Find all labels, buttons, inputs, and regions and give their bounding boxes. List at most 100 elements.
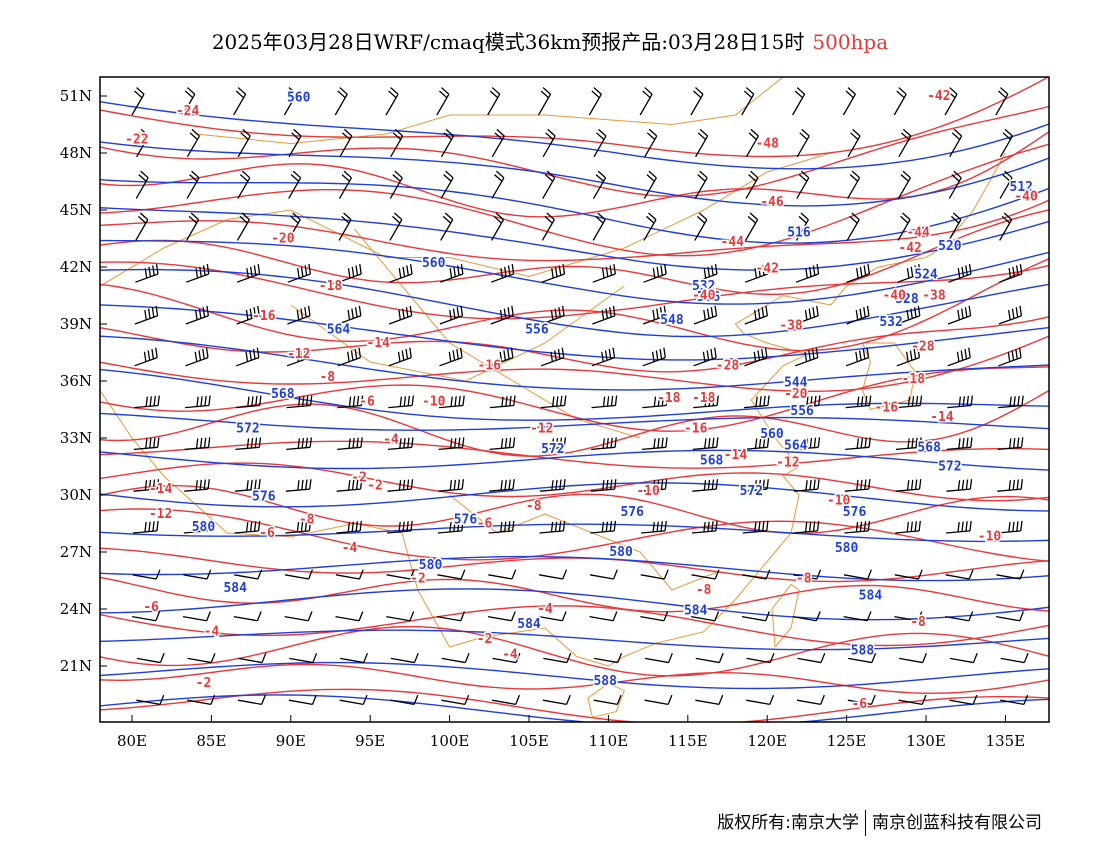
- wind-barb-feather: [352, 396, 356, 407]
- wind-barb-feather: [204, 395, 207, 406]
- wind-barb: [589, 574, 614, 580]
- wind-barb-feather: [505, 396, 508, 407]
- wind-barb-feather: [999, 87, 1009, 95]
- wind-barb-feather: [356, 437, 359, 448]
- wind-barb: [1000, 657, 1025, 664]
- wind-barb-feather: [456, 348, 459, 360]
- wind-barb-feather: [610, 437, 613, 448]
- temperature-contour-label: -6: [143, 600, 159, 615]
- temperature-contour-label: -18: [692, 391, 716, 406]
- wind-barb-feather: [305, 395, 309, 406]
- wind-barb-feather: [706, 350, 710, 361]
- wind-barb-feather: [715, 479, 719, 490]
- wind-barb-feather: [810, 396, 813, 407]
- wind-barb-feather: [867, 520, 871, 531]
- height-contour-label: 564: [784, 438, 808, 453]
- wind-barb-feather: [198, 350, 202, 361]
- wind-barb: [183, 574, 208, 580]
- wind-barb-feather: [202, 348, 205, 360]
- wind-barb-feather: [341, 174, 350, 182]
- wind-barb-feather: [1019, 264, 1023, 275]
- wind-barb-feather: [743, 90, 753, 99]
- wind-barb-feather: [347, 268, 351, 279]
- wind-barb-feather: [254, 479, 257, 490]
- wind-barb-feather: [363, 653, 369, 663]
- height-contour: [100, 100, 1049, 170]
- wind-barb: [437, 574, 462, 580]
- wind-barb-feather: [665, 395, 669, 406]
- wind-barb-feather: [667, 694, 673, 705]
- wind-barb-feather: [969, 479, 973, 490]
- wind-barb-feather: [307, 611, 313, 622]
- wind-barb-feather: [796, 87, 806, 95]
- wind-barb: [487, 615, 512, 622]
- wind-barb-feather: [804, 521, 808, 533]
- wind-barb-feather: [391, 215, 401, 224]
- height-contour-label: 548: [660, 313, 684, 328]
- wind-barb-feather: [601, 268, 605, 279]
- wind-barb: [388, 404, 413, 409]
- temperature-isotherm: [100, 209, 1049, 295]
- wind-barb-feather: [906, 351, 909, 362]
- wind-barb-feather: [605, 308, 609, 319]
- wind-barb-feather: [457, 521, 460, 532]
- temperature-contour-label: -6: [477, 516, 493, 531]
- wind-barb-feather: [805, 438, 809, 449]
- wind-barb-feather: [1011, 350, 1015, 361]
- wind-barb-feather: [245, 351, 249, 362]
- wind-barb-feather: [410, 520, 413, 531]
- temperature-contour-label: -8: [299, 513, 315, 528]
- wind-barb-feather: [906, 480, 910, 491]
- wind-barb-feather: [394, 128, 404, 137]
- wind-barb-feather: [351, 479, 355, 490]
- wind-barb-feather: [663, 305, 667, 316]
- wind-barb-feather: [304, 307, 307, 318]
- wind-barb-feather: [444, 212, 454, 221]
- wind-barb-feather: [612, 611, 618, 622]
- title-pressure-level: 500hpa: [812, 30, 889, 54]
- wind-barb-feather: [309, 437, 312, 448]
- wind-barb-feather: [867, 569, 872, 580]
- wind-barb-feather: [953, 170, 962, 179]
- wind-barb-feather: [961, 266, 965, 277]
- wind-barb-feather: [347, 309, 351, 320]
- wind-barb-feather: [409, 569, 415, 580]
- wind-barb-feather: [644, 87, 653, 95]
- wind-barb-feather: [767, 395, 770, 406]
- wind-barb-feather: [665, 437, 668, 448]
- wind-barb-feather: [766, 437, 770, 448]
- wind-barb-feather: [253, 307, 257, 318]
- wind-barb-feather: [917, 347, 921, 358]
- temperature-contour-label: -22: [125, 133, 148, 148]
- temperature-contour-label: -12: [530, 421, 553, 436]
- wind-barb-feather: [856, 396, 860, 407]
- wind-barb: [894, 574, 919, 580]
- height-contour-label: 572: [541, 442, 564, 457]
- wind-barb-feather: [616, 694, 622, 705]
- wind-barb-feather: [591, 90, 600, 99]
- wind-barb-feather: [856, 438, 859, 449]
- wind-barb-feather: [554, 350, 557, 361]
- wind-barb-feather: [711, 521, 714, 532]
- wind-barb-feather: [902, 170, 911, 179]
- wind-barb-feather: [341, 215, 350, 224]
- wind-barb-feather: [347, 351, 350, 362]
- wind-barb-feather: [301, 437, 305, 449]
- temperature-contour-label: -4: [342, 541, 358, 556]
- wind-barb-feather: [609, 265, 613, 276]
- height-contour: [100, 141, 1049, 207]
- wind-barb-feather: [253, 521, 257, 532]
- wind-barb-feather: [851, 212, 860, 221]
- wind-barb-feather: [1019, 611, 1025, 622]
- wind-barb-feather: [972, 653, 978, 663]
- wind-barb-feather: [198, 308, 202, 319]
- wind-barb-feather: [703, 521, 706, 533]
- wind-barb-feather: [351, 266, 355, 277]
- temperature-contour-label: -4: [204, 625, 220, 640]
- wind-barb-feather: [710, 348, 714, 360]
- wind-barb-feather: [907, 396, 911, 407]
- wind-barb-feather: [1020, 520, 1023, 531]
- wind-barb-feather: [696, 215, 706, 224]
- wind-barb: [386, 615, 411, 622]
- wind-barb-feather: [152, 265, 155, 276]
